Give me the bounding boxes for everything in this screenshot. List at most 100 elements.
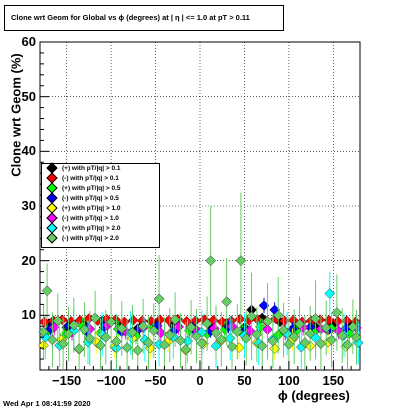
data-point: [326, 334, 337, 346]
legend-item: (+) with pT/|q| > 1.0: [46, 202, 121, 214]
data-point: [196, 337, 208, 349]
legend-item: (+) with pT/|q| > 0.1: [46, 162, 121, 174]
data-point: [315, 338, 327, 350]
data-point: [304, 328, 316, 339]
data-point: [201, 318, 213, 329]
data-point: [127, 326, 138, 338]
data-point: [175, 335, 186, 346]
data-point: [320, 322, 332, 334]
data-point: [137, 320, 149, 332]
legend-label: (+) with pT/|q| > 0.5: [62, 185, 121, 193]
data-point: [164, 329, 176, 341]
data-point: [100, 331, 112, 343]
x-axis-label: ϕ (degrees): [278, 388, 350, 403]
data-point: [232, 326, 243, 338]
data-point: [159, 339, 170, 351]
data-point: [84, 333, 96, 344]
legend-marker-icon: [46, 232, 58, 244]
data-point: [210, 327, 222, 339]
legend: (+) with pT/|q| > 0.1 (-) with pT/|q| > …: [41, 162, 160, 248]
data-point: [148, 325, 160, 336]
data-point: [47, 334, 58, 346]
data-point: [332, 316, 344, 327]
data-point: [283, 339, 295, 350]
y-tick-label: 40: [21, 143, 36, 159]
legend-label: (+) with pT/|q| > 1.0: [62, 205, 121, 213]
data-point: [111, 336, 122, 347]
legend-label: (-) with pT/|q| > 2.0: [62, 235, 119, 243]
data-point: [324, 288, 336, 299]
data-point: [342, 339, 353, 351]
grid-lines: [40, 41, 360, 370]
data-point: [52, 315, 64, 327]
x-tick-label: −100: [96, 373, 126, 388]
data-point: [216, 334, 227, 345]
data-point: [143, 337, 154, 348]
x-tick-label: −50: [144, 373, 167, 388]
data-point: [351, 331, 362, 343]
data-point: [153, 293, 165, 305]
x-tick-label: −150: [52, 373, 82, 388]
data-point: [278, 324, 289, 336]
legend-label: (+) with pT/|q| > 2.0: [62, 225, 121, 233]
data-point: [205, 255, 216, 266]
timestamp: Wed Apr 1 08:41:59 2020: [3, 399, 91, 408]
legend-item: (-) with pT/|q| > 0.1: [46, 172, 119, 184]
legend-label: (+) with pT/|q| > 0.1: [62, 165, 121, 173]
data-point: [251, 329, 263, 340]
legend-item: (-) with pT/|q| > 2.0: [46, 232, 119, 244]
y-tick-label: 50: [21, 88, 36, 104]
y-tick-label: 60: [21, 34, 36, 49]
data-point: [272, 310, 284, 321]
x-tick-label: 100: [278, 373, 300, 388]
data-point: [267, 335, 279, 347]
y-axis-label: Clone wrt Geom (%): [8, 53, 24, 177]
legend-item: (-) with pT/|q| > 1.0: [46, 212, 119, 224]
data-point: [226, 341, 238, 352]
data-point: [73, 343, 85, 354]
series-group: [38, 192, 362, 370]
y-tick-label: 30: [21, 198, 36, 213]
legend-item: (+) with pT/|q| > 0.5: [46, 182, 121, 194]
data-point: [121, 342, 133, 353]
data-point: [68, 319, 80, 331]
data-point: [256, 340, 268, 352]
y-tick-label: 10: [21, 307, 36, 323]
data-point: [95, 340, 106, 351]
data-point: [185, 322, 197, 333]
data-point: [79, 324, 90, 335]
data-point: [89, 312, 101, 324]
x-tick-label: 50: [237, 373, 252, 388]
data-point: [63, 328, 74, 340]
legend-label: (-) with pT/|q| > 0.5: [62, 195, 119, 203]
data-point: [180, 343, 192, 355]
data-point: [336, 330, 348, 341]
data-point: [299, 337, 311, 348]
title-box: Clone wrt Geom for Global vs ϕ (degrees)…: [4, 5, 284, 31]
data-point: [57, 338, 69, 350]
data-point: [294, 318, 305, 330]
data-point: [240, 333, 252, 344]
data-point: [221, 296, 232, 307]
data-point: [288, 331, 300, 342]
data-point: [105, 316, 117, 328]
legend-label: (-) with pT/|q| > 1.0: [62, 215, 119, 223]
data-point: [262, 316, 273, 327]
chart-title: Clone wrt Geom for Global vs ϕ (degrees)…: [11, 13, 250, 22]
legend-item: (+) with pT/|q| > 2.0: [46, 222, 121, 234]
data-point: [132, 345, 144, 356]
data-point: [235, 255, 247, 266]
data-point: [116, 323, 128, 334]
legend-item: (-) with pT/|q| > 0.5: [46, 192, 119, 204]
data-point: [331, 307, 343, 318]
x-tick-label: 0: [196, 373, 204, 388]
axis-ticks: [39, 41, 361, 371]
data-point: [310, 313, 321, 324]
legend-label: (-) with pT/|q| > 0.1: [62, 175, 119, 183]
data-point: [169, 314, 181, 325]
y-tick-label: 20: [21, 252, 36, 268]
data-point: [191, 330, 202, 342]
x-tick-label: 150: [322, 373, 345, 388]
data-series: [38, 192, 364, 370]
data-point: [41, 285, 53, 297]
